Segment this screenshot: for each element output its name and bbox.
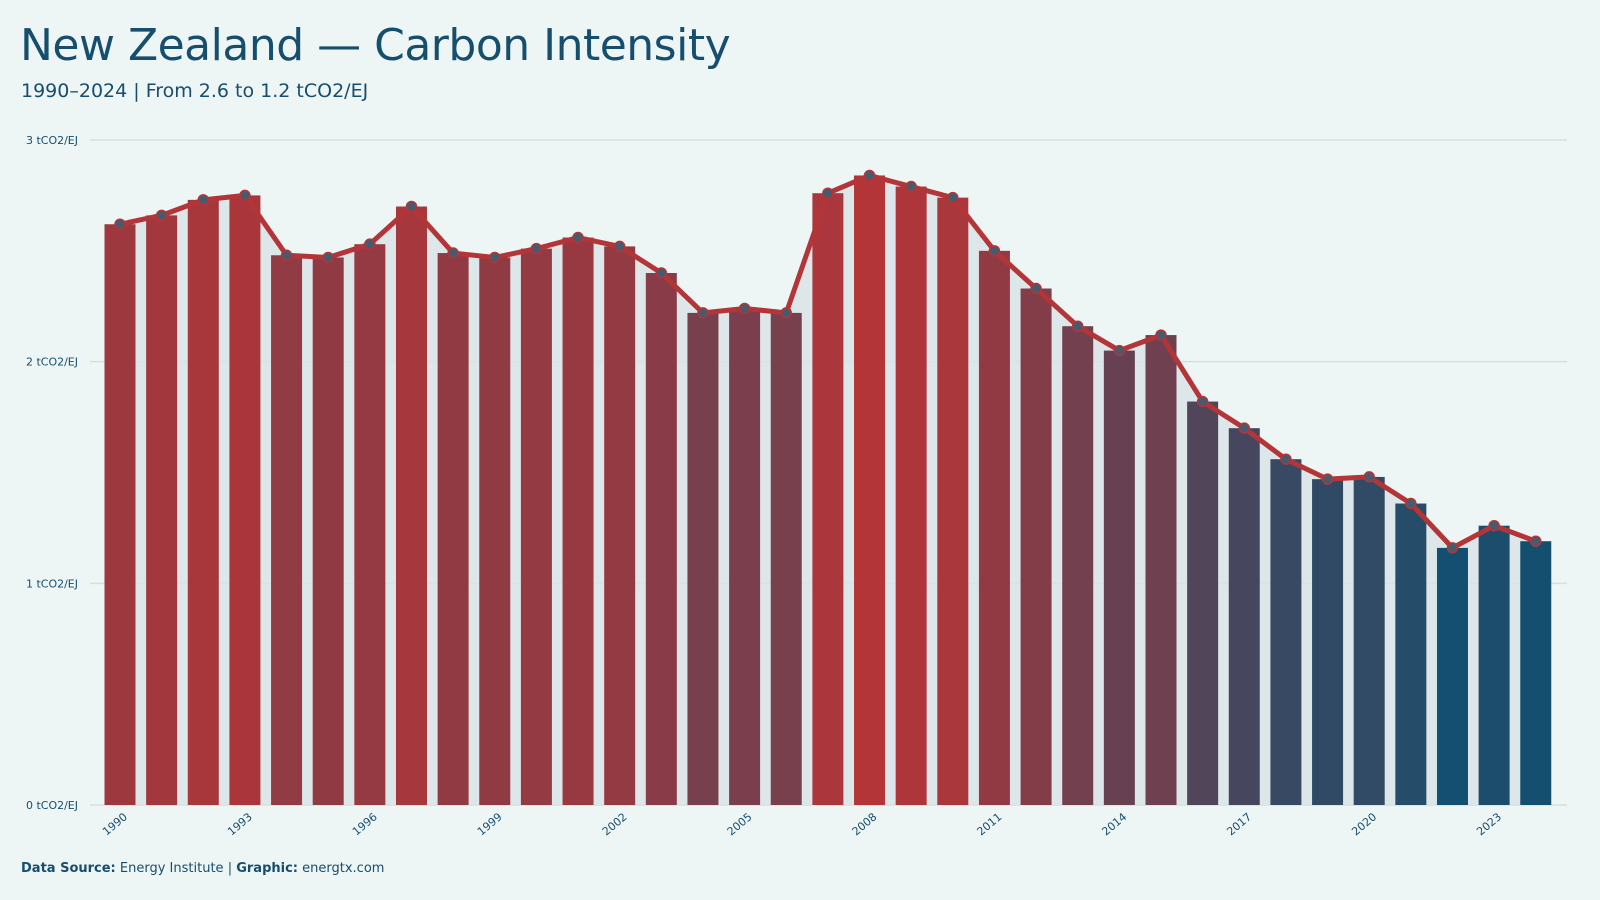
x-tick-label: 2005: [725, 810, 755, 838]
marker-2019: [1321, 473, 1334, 485]
marker-2017: [1238, 422, 1251, 434]
bar-2017: [1228, 428, 1260, 805]
marker-1992: [197, 194, 210, 206]
x-tick-label: 2014: [1099, 810, 1129, 838]
marker-2016: [1196, 395, 1209, 408]
bar-2011: [978, 250, 1010, 806]
bar-1994: [271, 255, 303, 805]
bar-2013: [1062, 326, 1094, 805]
bar-2006: [770, 312, 802, 805]
marker-2004: [697, 307, 709, 319]
bar-2018: [1270, 459, 1302, 805]
bar-2004: [687, 312, 719, 805]
bar-1997: [395, 206, 427, 805]
x-tick-label: 2023: [1474, 810, 1504, 838]
x-tick-label: 2020: [1349, 810, 1379, 838]
bar-2000: [520, 248, 552, 805]
chart-subtitle: 1990–2024 | From 2.6 to 1.2 tCO2/EJ: [21, 80, 369, 102]
y-tick-label: 0 tCO2/EJ: [26, 799, 78, 812]
marker-2020: [1363, 471, 1375, 483]
marker-2007: [822, 187, 834, 199]
bar-1993: [229, 195, 261, 805]
bar-1998: [437, 253, 469, 806]
bar-2024: [1520, 541, 1552, 805]
x-tick-label: 1993: [225, 810, 255, 838]
bar-2021: [1395, 503, 1427, 805]
bar-2001: [562, 237, 594, 806]
graphic-value: energtx.com: [302, 861, 385, 876]
y-tick-label: 3 tCO2/EJ: [26, 134, 78, 147]
bar-2020: [1353, 476, 1385, 805]
x-tick-label: 2017: [1224, 810, 1254, 838]
marker-2012: [1030, 282, 1042, 295]
marker-2015: [1155, 329, 1167, 341]
bar-1992: [187, 199, 219, 806]
marker-2014: [1113, 344, 1126, 357]
bar-2012: [1020, 288, 1052, 805]
x-tick-label: 1999: [475, 810, 505, 838]
graphic-label: Graphic:: [236, 861, 298, 876]
marker-2008: [863, 169, 876, 182]
bar-2015: [1145, 335, 1177, 805]
y-tick-label: 1 tCO2/EJ: [26, 577, 78, 590]
footer-separator: |: [227, 861, 233, 876]
bar-2019: [1312, 479, 1344, 805]
chart-title: New Zealand — Carbon Intensity: [20, 20, 731, 71]
bar-2003: [645, 273, 677, 805]
marker-1999: [489, 251, 501, 264]
y-tick-label: 2 tCO2/EJ: [26, 356, 78, 369]
bar-2016: [1187, 401, 1219, 805]
marker-1991: [155, 209, 168, 222]
bar-2014: [1103, 350, 1135, 805]
marker-2003: [655, 267, 668, 279]
bar-1990: [104, 224, 136, 805]
bar-1991: [146, 215, 178, 805]
bar-1995: [312, 257, 344, 805]
bar-2009: [895, 186, 927, 806]
marker-2010: [947, 191, 959, 204]
marker-1994: [280, 249, 293, 262]
bar-2010: [937, 197, 969, 806]
marker-2021: [1405, 497, 1417, 510]
x-tick-label: 2002: [600, 810, 630, 838]
bar-2022: [1436, 547, 1468, 805]
marker-2024: [1530, 535, 1542, 547]
bar-1999: [479, 257, 511, 805]
bar-2002: [604, 246, 636, 805]
x-tick-label: 1996: [350, 810, 380, 838]
bar-2007: [812, 193, 844, 805]
marker-2001: [572, 231, 584, 244]
x-tick-label: 2011: [975, 810, 1005, 838]
bar-1996: [354, 244, 386, 805]
marker-2006: [780, 307, 792, 319]
marker-2000: [530, 242, 543, 255]
x-tick-label: 1990: [100, 810, 130, 838]
marker-2011: [988, 245, 1001, 257]
source-label: Data Source:: [21, 861, 116, 876]
bar-2005: [729, 308, 761, 805]
x-tick-label: 2008: [850, 810, 880, 838]
marker-1993: [239, 189, 251, 202]
marker-1996: [364, 238, 376, 250]
marker-2018: [1280, 453, 1292, 465]
marker-1997: [405, 200, 418, 213]
marker-2013: [1071, 320, 1084, 332]
bar-2008: [854, 175, 886, 805]
source-value: Energy Institute: [119, 861, 224, 876]
bar-2023: [1478, 525, 1510, 805]
marker-2002: [613, 240, 626, 253]
marker-1995: [322, 251, 334, 264]
marker-1998: [447, 247, 459, 259]
marker-1990: [114, 218, 126, 230]
marker-2022: [1446, 542, 1459, 554]
marker-2009: [905, 180, 917, 193]
footer-credits: Data Source: Energy Institute | Graphic:…: [21, 861, 384, 876]
marker-2023: [1488, 519, 1500, 532]
marker-2005: [738, 302, 751, 315]
